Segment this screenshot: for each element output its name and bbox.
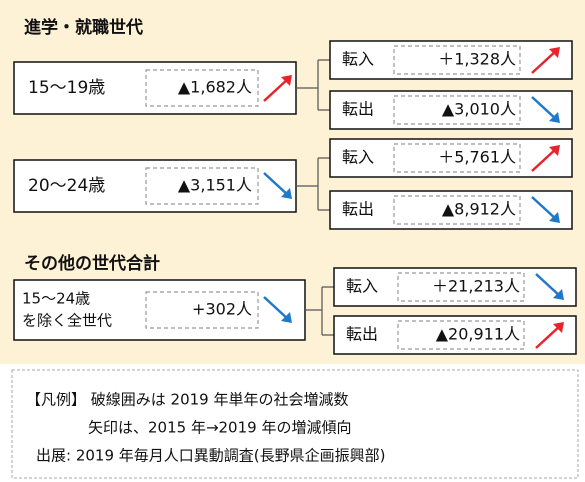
- group-value: ▲1,682人: [178, 78, 252, 97]
- value-box: [145, 167, 259, 205]
- flow-value: ＋5,761人: [438, 148, 516, 167]
- arrow-head: [281, 75, 292, 86]
- trend-arrow: [531, 96, 558, 121]
- trend-arrow: [531, 147, 558, 172]
- group-value: +302人: [192, 300, 252, 319]
- connector: [296, 59, 330, 111]
- value-box: [397, 320, 525, 350]
- legend-line: 【凡例】 破線囲みは 2019 年単年の社会増減数: [26, 391, 348, 409]
- trend-arrow: [531, 196, 558, 221]
- flow-value: ＋21,213人: [432, 277, 520, 296]
- legend-box: [11, 369, 579, 479]
- value-box: [393, 45, 521, 75]
- group-label: を除く全世代: [22, 312, 112, 330]
- connector: [296, 157, 330, 211]
- section-title: 進学・就職世代: [24, 17, 143, 38]
- flow-label: 転入: [342, 148, 374, 167]
- arrow-head: [553, 322, 564, 333]
- arrow-head: [549, 212, 560, 223]
- group-label: 15〜19歳: [28, 78, 105, 98]
- trend-arrow: [263, 172, 290, 197]
- flow-label: 転出: [346, 325, 378, 344]
- trend-arrow: [263, 296, 290, 321]
- value-box: [145, 291, 259, 329]
- trend-arrow: [535, 273, 562, 298]
- arrow-head: [281, 312, 292, 323]
- flow-value: ▲8,912人: [442, 200, 516, 219]
- group-label: 20〜24歳: [28, 176, 105, 196]
- arrow-head: [549, 47, 560, 58]
- trend-arrow: [531, 49, 558, 74]
- group-value: ▲3,151人: [178, 176, 252, 195]
- flow-label: 転出: [342, 100, 374, 119]
- value-box: [145, 69, 259, 107]
- arrow-head: [549, 112, 560, 123]
- legend-line: 矢印は、2015 年→2019 年の増減傾向: [88, 419, 351, 437]
- flow-label: 転出: [342, 200, 374, 219]
- flow-value: ＋1,328人: [438, 50, 516, 69]
- arrow-head: [281, 188, 292, 199]
- legend-line: 出展: 2019 年毎月人口異動調査(長野県企画振興部): [36, 447, 385, 465]
- value-box: [393, 143, 521, 173]
- trend-arrow: [263, 77, 290, 102]
- trend-arrow: [535, 324, 562, 349]
- group-label: 15〜24歳: [22, 290, 90, 308]
- arrow-head: [549, 145, 560, 156]
- flow-label: 転入: [342, 50, 374, 69]
- connector: [305, 286, 334, 336]
- arrow-head: [553, 289, 564, 300]
- flow-value: ▲20,911人: [436, 325, 520, 344]
- flow-value: ▲3,010人: [442, 100, 516, 119]
- section-title: その他の世代合計: [24, 253, 160, 274]
- value-box: [397, 272, 525, 302]
- value-box: [393, 195, 521, 225]
- flow-label: 転入: [346, 277, 378, 296]
- value-box: [393, 95, 521, 125]
